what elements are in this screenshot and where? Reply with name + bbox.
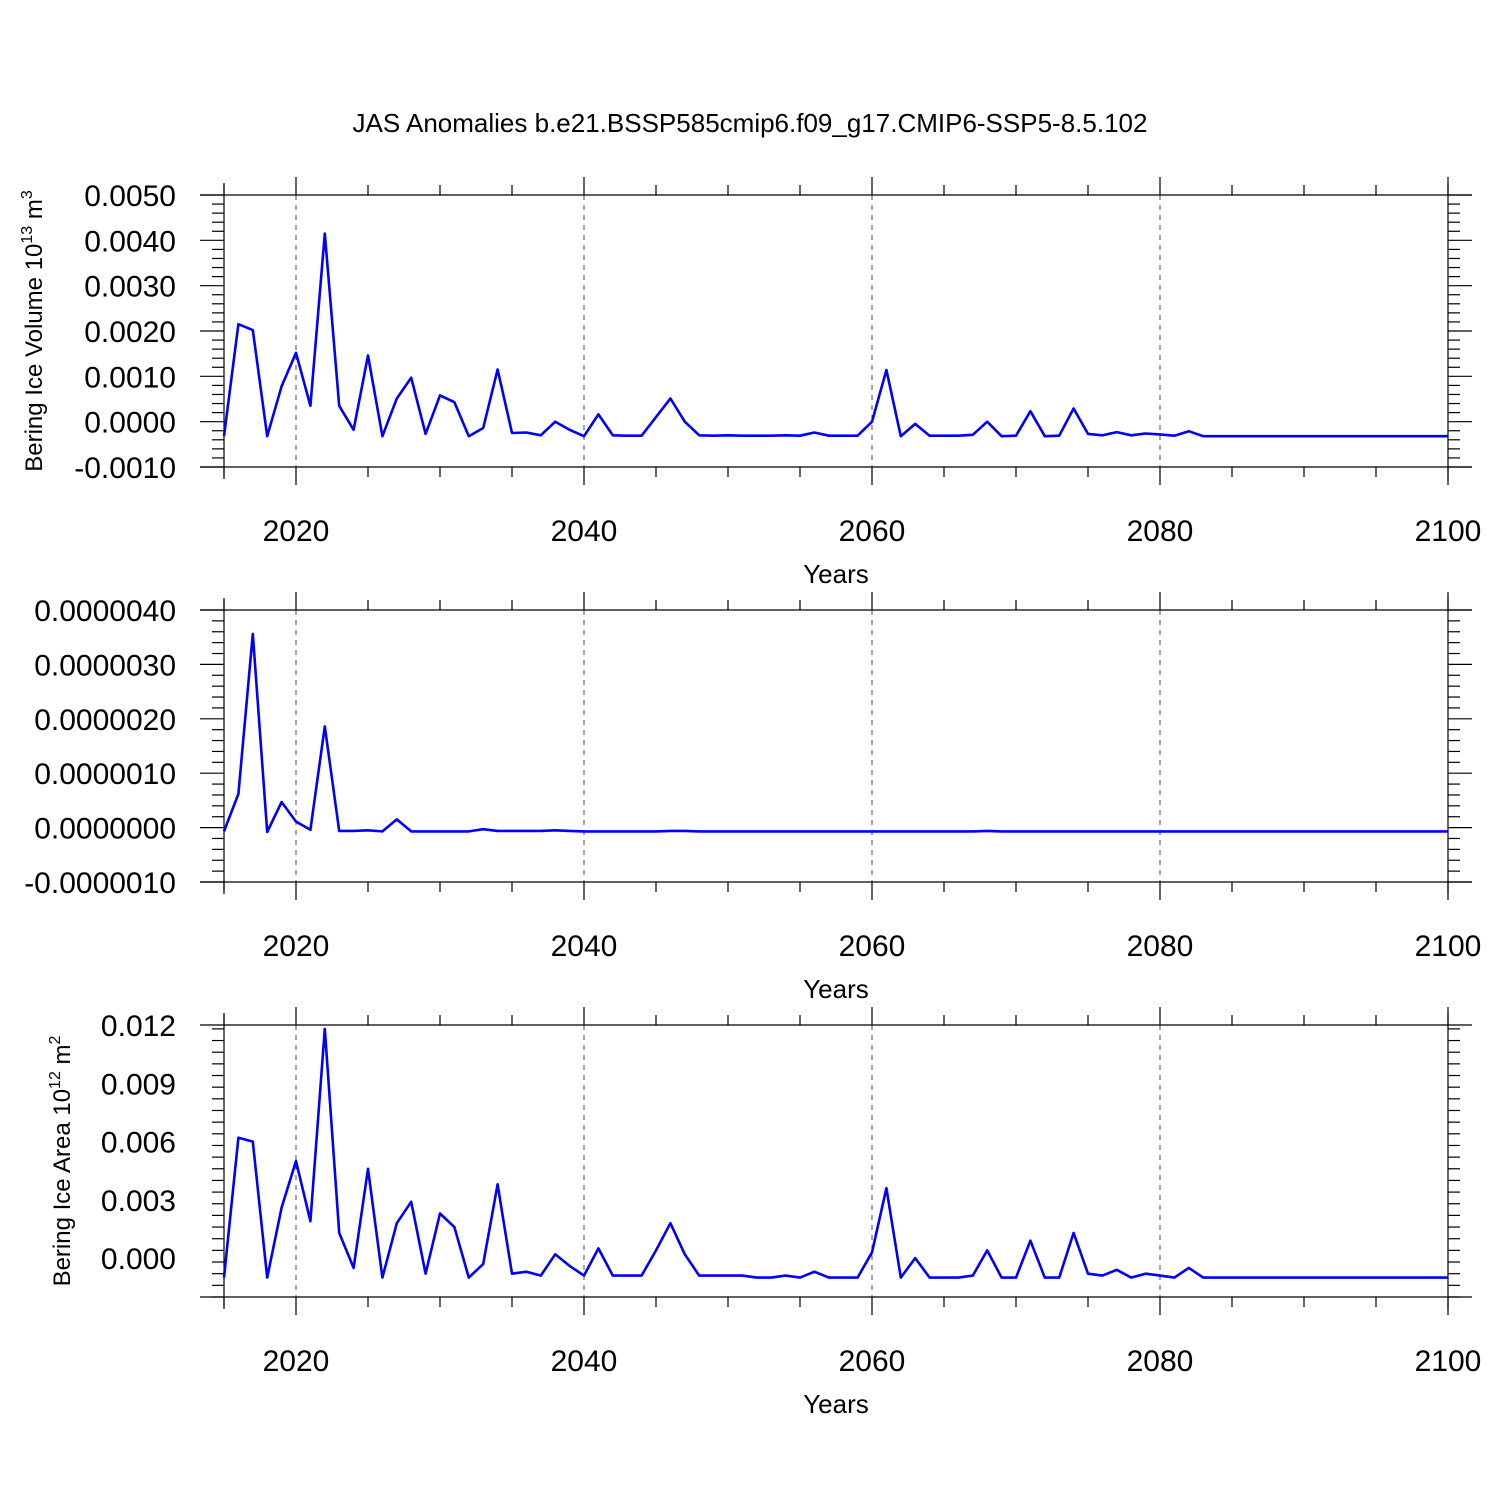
- y-tick-label: 0.0000030: [34, 649, 176, 682]
- y-axis-label: Bering Ice Volume 1013 m3: [19, 190, 48, 472]
- x-tick-label: 2020: [263, 515, 330, 548]
- x-tick-label: 2040: [551, 515, 618, 548]
- y-tick-label: 0.0000040: [34, 595, 176, 628]
- x-tick-label: 2060: [839, 1345, 906, 1378]
- y-tick-label: 0.003: [101, 1185, 176, 1218]
- y-tick-label: 0.0020: [84, 316, 176, 349]
- x-tick-label: 2100: [1415, 930, 1482, 963]
- x-tick-label: 2060: [839, 515, 906, 548]
- chart-title: JAS Anomalies b.e21.BSSP585cmip6.f09_g17…: [353, 108, 1148, 138]
- series-line-1: [222, 232, 1448, 438]
- x-tick-label: 2080: [1127, 1345, 1194, 1378]
- y-axis-label-unit-exponent: 2: [47, 1035, 64, 1044]
- y-axis-label-base: Bering Ice Area 10: [49, 1089, 76, 1286]
- panel-1: -0.0010 0.0000 0.0010 0.0020 0.0030 0.0040 0.0…: [19, 177, 1481, 589]
- series-line-1: [222, 1027, 1448, 1279]
- y-tick-label: 0.0050: [84, 180, 176, 213]
- y-tick-label: 0.006: [101, 1127, 176, 1160]
- y-axis-label-exponent: 13: [19, 226, 36, 244]
- y-tick-label: 0.000: [101, 1243, 176, 1276]
- x-tick-label: 2020: [263, 930, 330, 963]
- y-tick-label: 0.0000010: [34, 758, 176, 791]
- y-axis-label-base: Bering Ice Volume 10: [21, 244, 48, 472]
- x-tick-label: 2020: [263, 1345, 330, 1378]
- y-axis-label-unit-exponent: 3: [19, 190, 36, 199]
- x-tick-label: 2080: [1127, 930, 1194, 963]
- y-tick-label: -0.0000010: [24, 867, 176, 900]
- x-axis-label: Years: [803, 559, 869, 589]
- series-line-1: [222, 632, 1448, 834]
- y-tick-label: 0.0000: [84, 407, 176, 440]
- y-tick-label: -0.0010: [74, 452, 176, 485]
- y-tick-label: 0.0030: [84, 271, 176, 304]
- x-tick-label: 2040: [551, 1345, 618, 1378]
- panel-2: -0.0000010 0.0000000 0.0000010 0.0000020 0.0…: [24, 592, 1481, 1004]
- y-tick-label: 0.0010: [84, 361, 176, 394]
- y-tick-label: 0.012: [101, 1010, 176, 1043]
- y-axis-label-exponent: 12: [47, 1071, 64, 1089]
- x-tick-label: 2100: [1415, 1345, 1482, 1378]
- y-axis-label-unit: m: [49, 1044, 76, 1071]
- y-axis-label: Bering Ice Area 1012 m2: [47, 1035, 76, 1286]
- x-axis-label: Years: [803, 974, 869, 1004]
- x-tick-label: 2100: [1415, 515, 1482, 548]
- y-tick-label: 0.0040: [84, 225, 176, 258]
- y-axis-label-unit: m: [21, 199, 48, 226]
- x-tick-label: 2040: [551, 930, 618, 963]
- x-axis-label: Years: [803, 1389, 869, 1419]
- y-tick-label: 0.0000020: [34, 704, 176, 737]
- x-tick-label: 2080: [1127, 515, 1194, 548]
- y-tick-label: 0.009: [101, 1068, 176, 1101]
- panel-3: 0.000 0.003 0.006 0.009 0.012 2020 2040 2060 208…: [47, 1007, 1481, 1419]
- x-tick-label: 2060: [839, 930, 906, 963]
- y-tick-label: 0.0000000: [34, 813, 176, 846]
